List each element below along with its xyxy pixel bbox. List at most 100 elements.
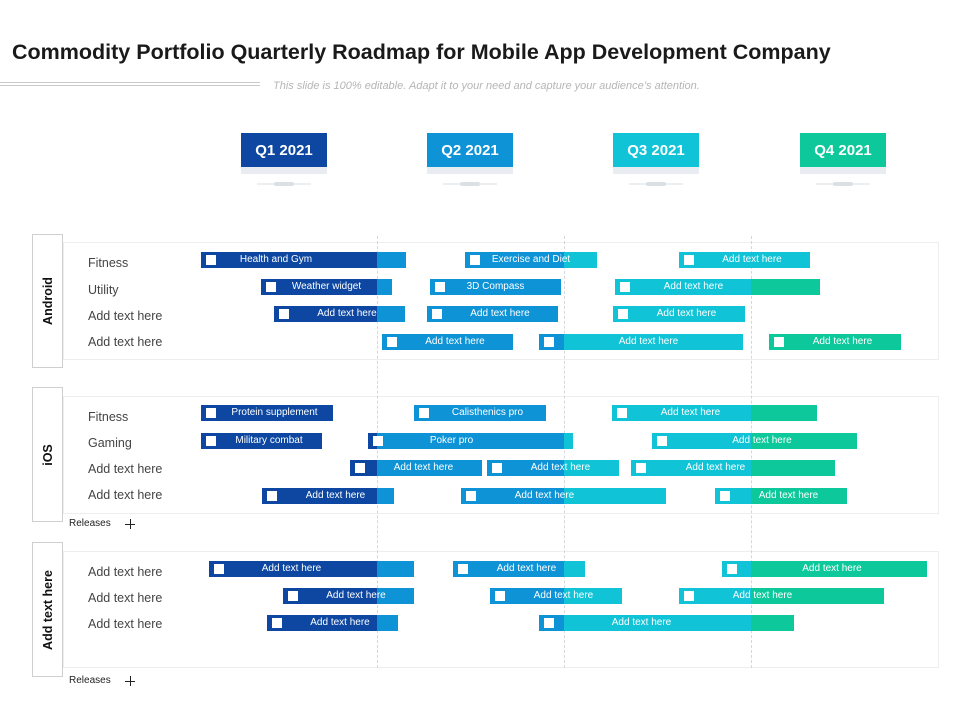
checkbox-icon[interactable]: [206, 408, 216, 418]
task-bar[interactable]: Add text here: [722, 561, 927, 577]
task-bar-label: Add text here: [758, 490, 819, 501]
checkbox-icon[interactable]: [727, 564, 737, 574]
task-bar[interactable]: Add text here: [490, 588, 622, 604]
checkbox-icon[interactable]: [492, 463, 502, 473]
checkbox-icon[interactable]: [206, 436, 216, 446]
task-bar-label: Poker pro: [429, 435, 474, 446]
checkbox-icon[interactable]: [774, 337, 784, 347]
checkbox-icon[interactable]: [544, 618, 554, 628]
task-bar-label: Add text here: [533, 590, 594, 601]
quarter-boundary-line: [377, 236, 378, 668]
task-bar[interactable]: Add text here: [769, 334, 901, 350]
task-bar[interactable]: Add text here: [350, 460, 482, 476]
quarter-divider-dot: [833, 182, 853, 186]
task-bar[interactable]: Add text here: [382, 334, 513, 350]
task-bar[interactable]: Add text here: [262, 488, 394, 504]
checkbox-icon[interactable]: [620, 282, 630, 292]
checkbox-icon[interactable]: [435, 282, 445, 292]
task-bar-label: Protein supplement: [231, 407, 318, 418]
task-bar[interactable]: Add text here: [539, 334, 743, 350]
checkbox-icon[interactable]: [279, 309, 289, 319]
row-label: Add text here: [88, 488, 163, 502]
quarter-divider-dot: [460, 182, 480, 186]
task-bar[interactable]: Add text here: [267, 615, 398, 631]
task-bar-label: Add text here: [722, 254, 782, 265]
task-bar[interactable]: Weather widget: [261, 279, 392, 295]
task-bar[interactable]: Calisthenics pro: [414, 405, 546, 421]
quarter-header-q3[interactable]: Q3 2021: [613, 133, 699, 167]
checkbox-icon[interactable]: [657, 436, 667, 446]
checkbox-icon[interactable]: [684, 591, 694, 601]
checkbox-icon[interactable]: [466, 491, 476, 501]
checkbox-icon[interactable]: [470, 255, 480, 265]
checkbox-icon[interactable]: [636, 463, 646, 473]
task-bar-label: Add text here: [530, 462, 591, 473]
checkbox-icon[interactable]: [432, 309, 442, 319]
quarter-header-q2[interactable]: Q2 2021: [427, 133, 513, 167]
checkbox-icon[interactable]: [266, 282, 276, 292]
releases-label: Releases: [69, 675, 111, 686]
task-bar[interactable]: Add text here: [209, 561, 414, 577]
task-bar[interactable]: Health and Gym: [201, 252, 406, 268]
task-bar-label: Add text here: [261, 563, 322, 574]
task-bar[interactable]: Add text here: [631, 460, 835, 476]
quarter-header-q1[interactable]: Q1 2021: [241, 133, 327, 167]
checkbox-icon[interactable]: [214, 564, 224, 574]
quarter-header-q4[interactable]: Q4 2021: [800, 133, 886, 167]
task-bar[interactable]: Add text here: [679, 588, 884, 604]
task-bar[interactable]: Military combat: [201, 433, 322, 449]
checkbox-icon[interactable]: [495, 591, 505, 601]
task-bar-label: Add text here: [802, 563, 862, 574]
row-label: Add text here: [88, 462, 163, 476]
task-bar[interactable]: Exercise and Diet: [465, 252, 597, 268]
checkbox-icon[interactable]: [720, 491, 730, 501]
task-bar-label: Add text here: [656, 308, 717, 319]
task-bar-label: Add text here: [611, 617, 672, 628]
add-release-plus-icon[interactable]: [124, 675, 136, 687]
task-bar[interactable]: Add text here: [539, 615, 794, 631]
task-bar-label: Health and Gym: [239, 254, 313, 265]
add-release-plus-icon[interactable]: [124, 518, 136, 530]
task-bar[interactable]: Add text here: [615, 279, 820, 295]
quarter-boundary-line: [564, 236, 565, 668]
group-label-text: Add text here: [40, 569, 55, 650]
task-bar[interactable]: Add text here: [715, 488, 847, 504]
task-bar-label: Military combat: [235, 435, 303, 446]
task-bar[interactable]: 3D Compass: [430, 279, 561, 295]
quarter-divider-dot: [646, 182, 666, 186]
checkbox-icon[interactable]: [684, 255, 694, 265]
task-bar[interactable]: Add text here: [652, 433, 857, 449]
task-bar-label: Add text here: [685, 462, 746, 473]
task-bar[interactable]: Poker pro: [368, 433, 573, 449]
checkbox-icon[interactable]: [206, 255, 216, 265]
checkbox-icon[interactable]: [355, 463, 365, 473]
task-bar[interactable]: Add text here: [283, 588, 414, 604]
checkbox-icon[interactable]: [617, 408, 627, 418]
quarter-divider-dot: [274, 182, 294, 186]
task-bar[interactable]: Add text here: [679, 252, 810, 268]
task-bar[interactable]: Add text here: [461, 488, 666, 504]
checkbox-icon[interactable]: [272, 618, 282, 628]
checkbox-icon[interactable]: [544, 337, 554, 347]
row-label: Utility: [88, 283, 119, 297]
checkbox-icon[interactable]: [419, 408, 429, 418]
task-bar[interactable]: Add text here: [274, 306, 405, 322]
checkbox-icon[interactable]: [373, 436, 383, 446]
task-bar-label: Add text here: [732, 590, 793, 601]
task-bar[interactable]: Add text here: [612, 405, 817, 421]
checkbox-icon[interactable]: [387, 337, 397, 347]
task-bar[interactable]: Add text here: [427, 306, 558, 322]
checkbox-icon[interactable]: [618, 309, 628, 319]
row-label: Add text here: [88, 565, 163, 579]
task-bar[interactable]: Add text here: [487, 460, 619, 476]
quarter-shadow: [800, 167, 886, 174]
task-bar[interactable]: Protein supplement: [201, 405, 333, 421]
task-bar[interactable]: Add text here: [453, 561, 585, 577]
checkbox-icon[interactable]: [267, 491, 277, 501]
group-label-other: Add text here: [32, 542, 63, 677]
checkbox-icon[interactable]: [458, 564, 468, 574]
group-label-text: Android: [40, 277, 55, 325]
task-bar-label: Add text here: [496, 563, 557, 574]
task-bar[interactable]: Add text here: [613, 306, 745, 322]
checkbox-icon[interactable]: [288, 591, 298, 601]
